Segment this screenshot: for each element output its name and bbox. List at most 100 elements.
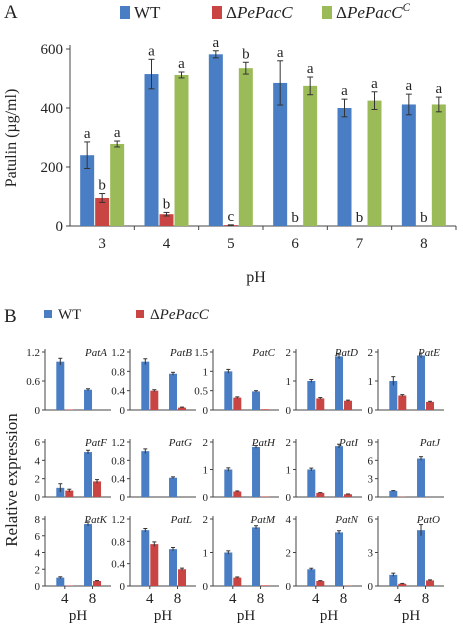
panel-b-chart: 0 0.6 1.2 PatA 0 0.4 0.8 1.2 PatB 0 0.5 1 1.5 PatC 0 1 2… [26, 347, 444, 624]
subplot-y-tick-label: 2 [368, 347, 374, 359]
panel-a-significance-letter: a [114, 125, 121, 141]
subplot-ko-bar [261, 409, 270, 410]
subplot-wt-bar [56, 577, 65, 586]
subplot-ko-bar [316, 398, 325, 410]
subplot-y-tick-label: 0.4 [111, 559, 125, 571]
subplot-patf: 0 2 4 6 PatF [35, 437, 111, 504]
subplot-wt-bar [224, 469, 233, 497]
panel-b-letter: B [4, 306, 17, 327]
subplot-y-tick-label: 0 [35, 492, 41, 504]
subplot-wt-bar [169, 373, 178, 410]
subplot-wt-bar [389, 381, 398, 410]
subplot-wt-bar [84, 389, 93, 410]
subplot-gene-label: PatO [416, 514, 440, 526]
subplot-y-tick-label: 4 [35, 548, 41, 560]
subplot-y-tick-label: 0.8 [111, 536, 125, 548]
panel-a-ylabel: Patulin (µg/ml) [3, 89, 20, 188]
subplot-patn: 0 2 4 PatN 4 8pH [286, 514, 362, 624]
panel-a-significance-letter: a [277, 45, 284, 61]
subplot-y-tick-label: 2 [286, 548, 292, 560]
subplot-y-tick-label: 2 [203, 514, 209, 526]
panel-a-legend-swatch [212, 6, 222, 19]
panel-a-legend-swatch [322, 6, 332, 19]
panel-a-legend-label: WT [134, 3, 161, 22]
subplot-ko-bar [178, 569, 187, 586]
subplot-ko-bar [316, 580, 325, 586]
subplot-y-tick-label: 4 [286, 514, 292, 526]
panel-a-significance-letter: b [420, 210, 428, 226]
subplot-y-tick-label: 1.2 [111, 347, 125, 359]
subplot-ko-bar [344, 400, 353, 410]
subplot-y-tick-label: 0 [120, 581, 126, 593]
subplot-ko-bar [398, 395, 407, 410]
panel-a-x-tick-label: 6 [291, 236, 299, 252]
subplot-ko-bar [261, 585, 270, 586]
panel-a-significance-letter: a [148, 43, 155, 59]
subplot-y-tick-label: 1 [286, 465, 292, 477]
panel-a-significance-letter: a [307, 61, 314, 77]
panel-a-bar [208, 54, 223, 227]
subplot-wt-bar [84, 452, 93, 497]
panel-a-significance-letter: a [212, 35, 219, 51]
panel-a-bar [431, 104, 446, 226]
subplot-path: 012 PatH [203, 437, 279, 504]
subplot-y-tick-label: 0 [120, 492, 126, 504]
panel-a-bar [238, 68, 253, 226]
panel-a-significance-letter: a [84, 126, 91, 142]
subplot-x-tick-label: 4 [61, 591, 69, 607]
subplot-y-tick-label: 0 [203, 581, 209, 593]
subplot-y-tick-label: 1.5 [194, 347, 208, 359]
subplot-wt-bar [307, 469, 316, 497]
subplot-pate: 012 PatE [368, 347, 444, 417]
subplot-patj: 0 3 6 9 PatJ [368, 437, 444, 504]
subplot-wt-bar [335, 446, 344, 497]
subplot-gene-label: PatM [250, 514, 276, 526]
subplot-ko-bar [65, 490, 74, 497]
subplot-ko-bar [150, 544, 159, 586]
subplot-y-tick-label: 2 [35, 474, 41, 486]
subplot-wt-bar [307, 569, 316, 586]
panel-a-significance-letter: b [242, 46, 250, 62]
subplot-wt-bar [84, 524, 93, 586]
subplot-gene-label: PatK [83, 514, 107, 526]
subplot-x-tick-label: 8 [89, 591, 97, 607]
panel-a-bar [303, 85, 318, 226]
subplot-x-tick-label: 4 [146, 591, 154, 607]
subplot-gene-label: PatI [338, 437, 359, 449]
subplot-x-tick-label: 4 [229, 591, 237, 607]
subplot-x-axis-label: pH [320, 608, 339, 624]
subplot-wt-bar [389, 574, 398, 586]
subplot-y-tick-label: 9 [368, 437, 374, 449]
panel-a-x-tick-label: 3 [98, 236, 106, 252]
subplot-y-tick-label: 0.6 [26, 376, 40, 388]
panel-a-significance-letter: a [178, 56, 185, 72]
panel-b-legend: WT ΔPePacC [44, 307, 210, 323]
subplot-patm: 0 1 2 PatM 4 8pH [203, 514, 279, 624]
subplot-wt-bar [252, 391, 261, 410]
subplot-y-tick-label: 6 [35, 531, 41, 543]
subplot-x-tick-label: 8 [257, 591, 265, 607]
subplot-gene-label: PatC [251, 347, 275, 359]
subplot-y-tick-label: 1 [286, 376, 292, 388]
subplot-x-axis-label: pH [154, 608, 173, 624]
subplot-gene-label: PatB [169, 347, 192, 359]
panel-a-bar [337, 108, 352, 226]
subplot-gene-label: PatG [168, 437, 192, 449]
subplot-wt-bar [417, 530, 426, 586]
panel-a-chart: 0 200 400 600 3 a b a 4 a b a 5 a c b 6 a b a 7 a b a 8 a b a [41, 35, 457, 252]
subplot-y-tick-label: 0 [35, 405, 41, 417]
subplot-y-tick-label: 0 [368, 581, 374, 593]
panel-a-bar [95, 197, 110, 226]
subplot-x-tick-label: 8 [174, 591, 182, 607]
panel-a-bar [144, 74, 159, 226]
subplot-wt-bar [417, 355, 426, 410]
subplot-y-tick-label: 1.2 [111, 514, 125, 526]
subplot-wt-bar [224, 552, 233, 586]
subplot-wt-bar [141, 530, 150, 586]
subplot-y-tick-label: 2 [286, 347, 292, 359]
subplot-patg: 0 0.4 0.8 1.2 PatG [111, 437, 196, 504]
subplot-gene-label: PatL [170, 514, 192, 526]
subplot-wt-bar [335, 356, 344, 410]
subplot-gene-label: PatJ [419, 437, 441, 449]
